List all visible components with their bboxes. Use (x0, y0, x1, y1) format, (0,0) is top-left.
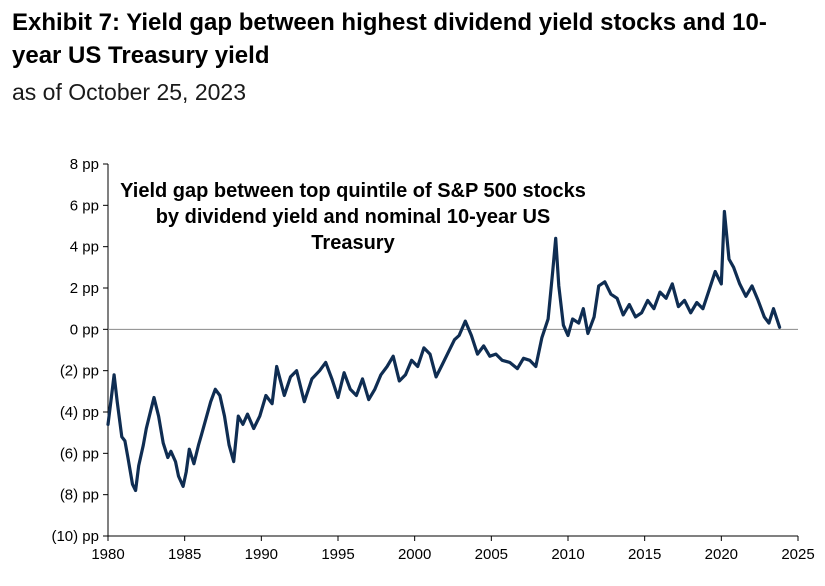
y-tick-label: (6) pp (60, 445, 99, 462)
y-tick-label: 6 pp (70, 197, 99, 214)
y-tick-label: (2) pp (60, 363, 99, 380)
x-tick-label: 1985 (168, 546, 201, 563)
x-tick-label: 2000 (398, 546, 431, 563)
y-tick-label: (8) pp (60, 487, 99, 504)
x-tick-label: 1990 (245, 546, 278, 563)
y-tick-label: 4 pp (70, 239, 99, 256)
x-tick-label: 1980 (91, 546, 124, 563)
y-tick-label: 8 pp (70, 156, 99, 173)
chart-subtitle: as of October 25, 2023 (12, 79, 246, 105)
x-tick-label: 2010 (551, 546, 584, 563)
y-tick-label: 0 pp (70, 321, 99, 338)
y-tick-label: 2 pp (70, 280, 99, 297)
x-tick-label: 2020 (705, 546, 738, 563)
x-tick-label: 2025 (781, 546, 814, 563)
y-tick-label: (4) pp (60, 404, 99, 421)
series-line (106, 209, 782, 493)
x-tick-label: 2015 (628, 546, 661, 563)
chart-annotation: Yield gap between top quintile of S&P 50… (120, 180, 586, 254)
x-tick-label: 1995 (321, 546, 354, 563)
chart-title: Exhibit 7: Yield gap between highest div… (12, 9, 767, 69)
y-tick-label: (10) pp (51, 528, 99, 545)
x-tick-label: 2005 (475, 546, 508, 563)
